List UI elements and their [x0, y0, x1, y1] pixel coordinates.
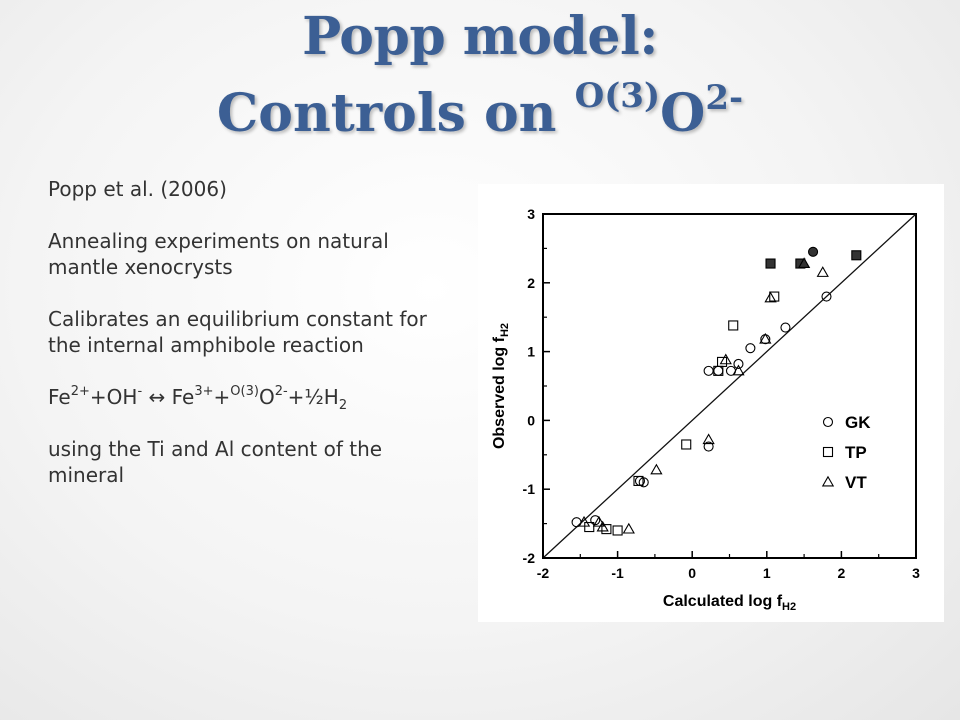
gk-data-point	[745, 343, 756, 354]
legend-vt-label: VT	[845, 473, 867, 492]
vt-data-point	[759, 332, 772, 344]
vt-data-point	[650, 463, 663, 475]
vt-data-point	[719, 353, 732, 365]
y-tick-label: 2	[527, 275, 535, 291]
y-tick-label: -1	[523, 481, 536, 497]
slide-body: Popp et al. (2006) Annealing experiments…	[48, 176, 448, 514]
x-tick-label: 2	[838, 565, 846, 581]
gk-data-point	[821, 291, 832, 302]
scatter-figure: -2 -1 0 1 2 3 -2 -1 0 1 2 3 Calculated log fH2 Observ…	[478, 184, 944, 622]
legend-gk-label: GK	[845, 413, 871, 432]
vt-data-point	[702, 433, 715, 445]
x-axis-label-subscript: H2	[782, 601, 796, 613]
eq-oh-charge: -	[137, 384, 143, 399]
eq-half-h: +½H	[287, 385, 339, 409]
citation-text: Popp et al. (2006)	[48, 177, 227, 201]
title-oxygen: O	[660, 83, 706, 144]
eq-fe-charge: 2+	[70, 384, 90, 399]
one-to-one-line	[542, 213, 917, 559]
gk-data-point	[780, 322, 791, 333]
eq-fe3: Fe	[171, 385, 195, 409]
eq-oh: +OH	[89, 385, 138, 409]
eq-o-charge: 2-	[274, 384, 288, 399]
vt-data-point	[596, 520, 609, 532]
y-tick-label: 0	[527, 412, 535, 428]
legend-gk-marker	[822, 416, 834, 428]
x-tick-label: 1	[763, 565, 771, 581]
scatter-chart: -2 -1 0 1 2 3 -2 -1 0 1 2 3 Calculated log fH2 Observ…	[491, 206, 920, 613]
x-tick-label: -2	[537, 565, 550, 581]
vt-data-point	[592, 515, 606, 527]
using-text: using the Ti and Al content of the miner…	[48, 437, 383, 487]
legend-tp-label: TP	[845, 443, 867, 462]
vt-data-point	[816, 266, 829, 277]
tp-data-point	[612, 525, 623, 536]
y-tick-label: 3	[527, 206, 535, 222]
y-axis-label-subscript: H2	[499, 323, 511, 337]
tp-data-point	[681, 439, 692, 450]
title-charge: 2-	[705, 78, 744, 118]
annealing-text: Annealing experiments on natural mantle …	[48, 229, 389, 279]
eq-arrow: ↔	[142, 385, 172, 409]
gk-data-point	[638, 477, 649, 488]
vt-data-point	[732, 364, 745, 376]
title-site-superscript: O(3)	[574, 76, 661, 116]
x-tick-label: 3	[912, 565, 920, 581]
tp-data-point	[633, 475, 644, 486]
title-line-2: Controls on O(3)O2-	[0, 66, 960, 144]
tp-data-point	[716, 356, 728, 367]
vt-filled-data-point	[797, 257, 811, 268]
calibration-text: Calibrates an equilibrium constant for t…	[48, 307, 427, 357]
eq-o: O	[258, 385, 275, 409]
x-axis-label: Calculated log fH2	[663, 593, 796, 613]
gk-data-point	[713, 365, 724, 376]
vt-data-point	[764, 291, 777, 303]
eq-h-sub: 2	[338, 398, 348, 413]
y-tick-label: -2	[523, 550, 536, 566]
reaction-equation: Fe2++OH- ↔ Fe3++O(3)O2-+½H2	[48, 384, 448, 413]
x-tick-label: 0	[688, 565, 696, 581]
tp-data-point	[601, 524, 612, 535]
eq-fe: Fe	[48, 385, 71, 409]
tp-data-point	[728, 320, 739, 331]
eq-plus: +	[213, 385, 231, 409]
legend-vt-marker	[821, 475, 835, 487]
gk-filled-data-point	[808, 246, 819, 257]
vt-data-point	[622, 522, 635, 534]
tp-filled-data-point	[851, 250, 862, 261]
title-prefix: Controls on	[216, 83, 575, 144]
gk-data-point	[703, 441, 714, 452]
gk-data-point	[703, 365, 714, 376]
y-axis-label: Observed log fH2	[491, 323, 511, 449]
slide-title: Popp model: Controls on O(3)O2-	[0, 8, 960, 144]
eq-fe3-charge: 3+	[194, 384, 214, 399]
title-line-1: Popp model:	[302, 6, 658, 67]
tp-data-point	[769, 291, 780, 302]
tp-data-point	[584, 521, 595, 533]
eq-o3-site: O(3)	[230, 384, 259, 399]
legend-tp-marker	[822, 446, 834, 458]
y-tick-label: 1	[527, 344, 535, 360]
gk-data-point	[733, 358, 744, 370]
vt-data-point	[577, 515, 591, 527]
x-tick-label: -1	[611, 565, 624, 581]
tp-filled-data-point	[765, 258, 776, 269]
